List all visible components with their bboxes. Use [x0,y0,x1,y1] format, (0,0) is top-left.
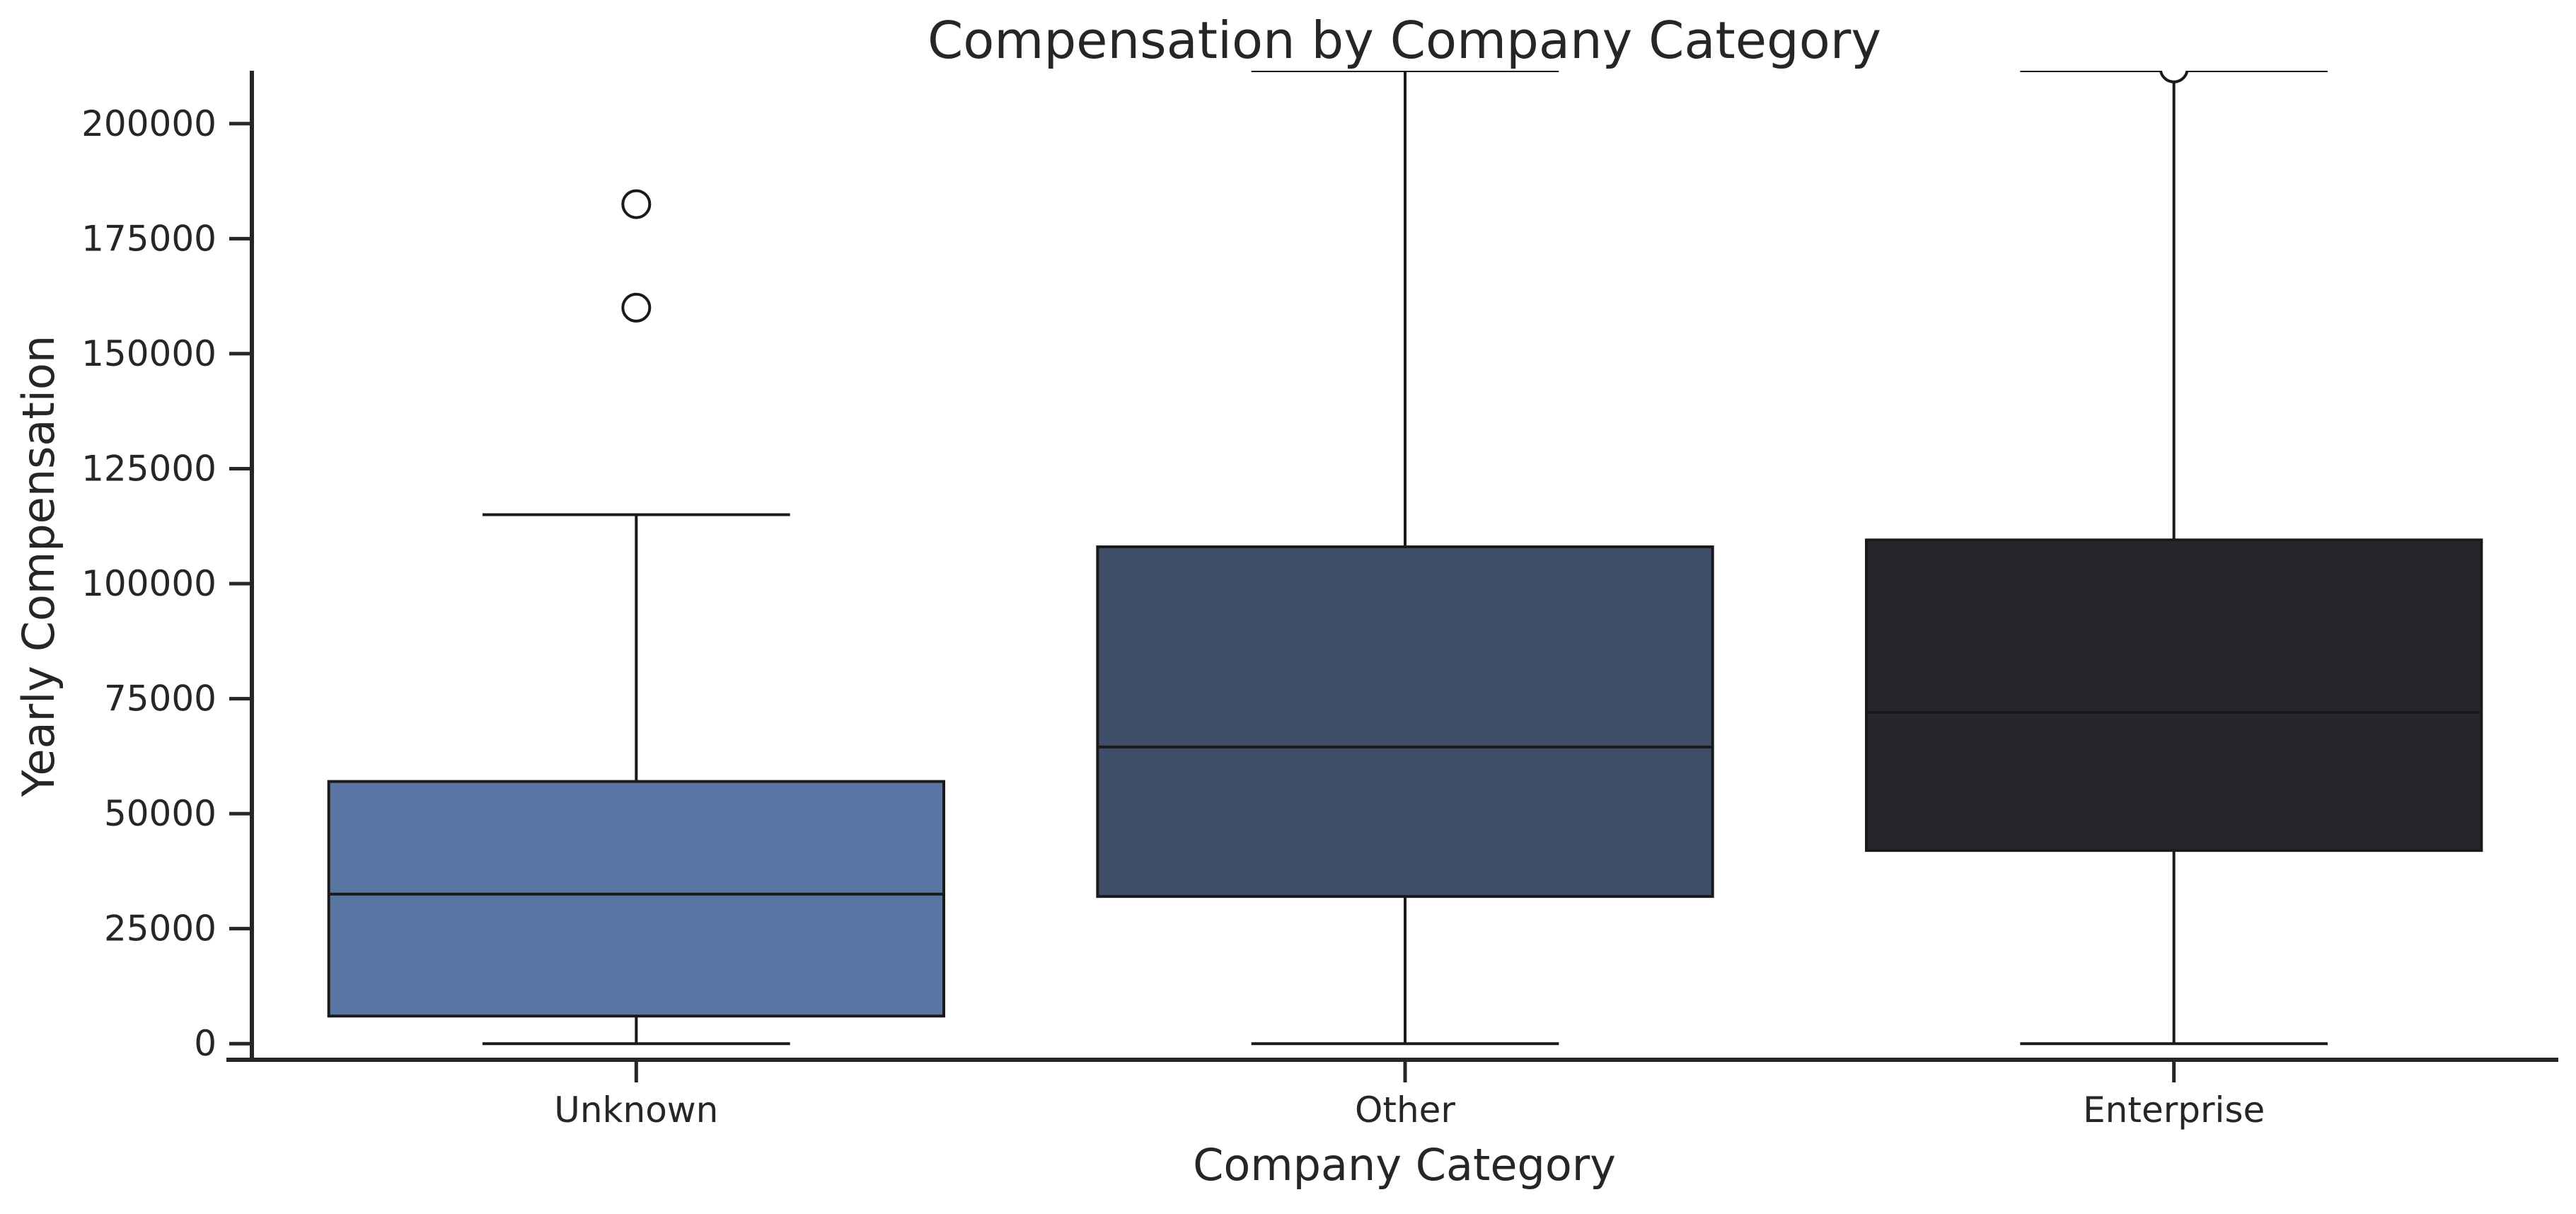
axes: 0 25000 50000 75000 100000 125000 150000 175000… [81,71,2558,1131]
x-axis-label: Company Category [1193,1139,1616,1191]
box-group-unknown [327,189,945,1046]
chart-title: Compensation by Company Category [928,11,1881,70]
y-tick-label-8: 200000 [81,103,216,144]
outlier-unknown-0 [621,292,652,323]
y-tick-label-6: 150000 [81,333,216,374]
x-tick-label-unknown: Unknown [554,1089,718,1131]
box-enterprise [1865,538,2483,852]
box-other [1096,545,1714,898]
outlier-enterprise-0 [2159,71,2189,83]
y-tick-label-1: 25000 [104,908,216,949]
x-tick-label-other: Other [1355,1089,1455,1131]
y-tick-label-3: 75000 [104,678,216,719]
y-tick-label-5: 125000 [81,448,216,489]
box-group-enterprise [1865,71,2483,1046]
outlier-unknown-1 [621,189,652,219]
y-tick-label-7: 175000 [81,218,216,259]
y-tick-label-4: 100000 [81,563,216,604]
box-group-other [1096,71,1714,1046]
y-tick-label-0: 0 [194,1023,216,1064]
y-tick-label-2: 50000 [104,793,216,834]
plot-area [327,71,2483,1046]
box-unknown [327,780,945,1018]
y-axis-label: Yearly Compensation [13,335,64,797]
x-tick-label-enterprise: Enterprise [2083,1089,2265,1131]
